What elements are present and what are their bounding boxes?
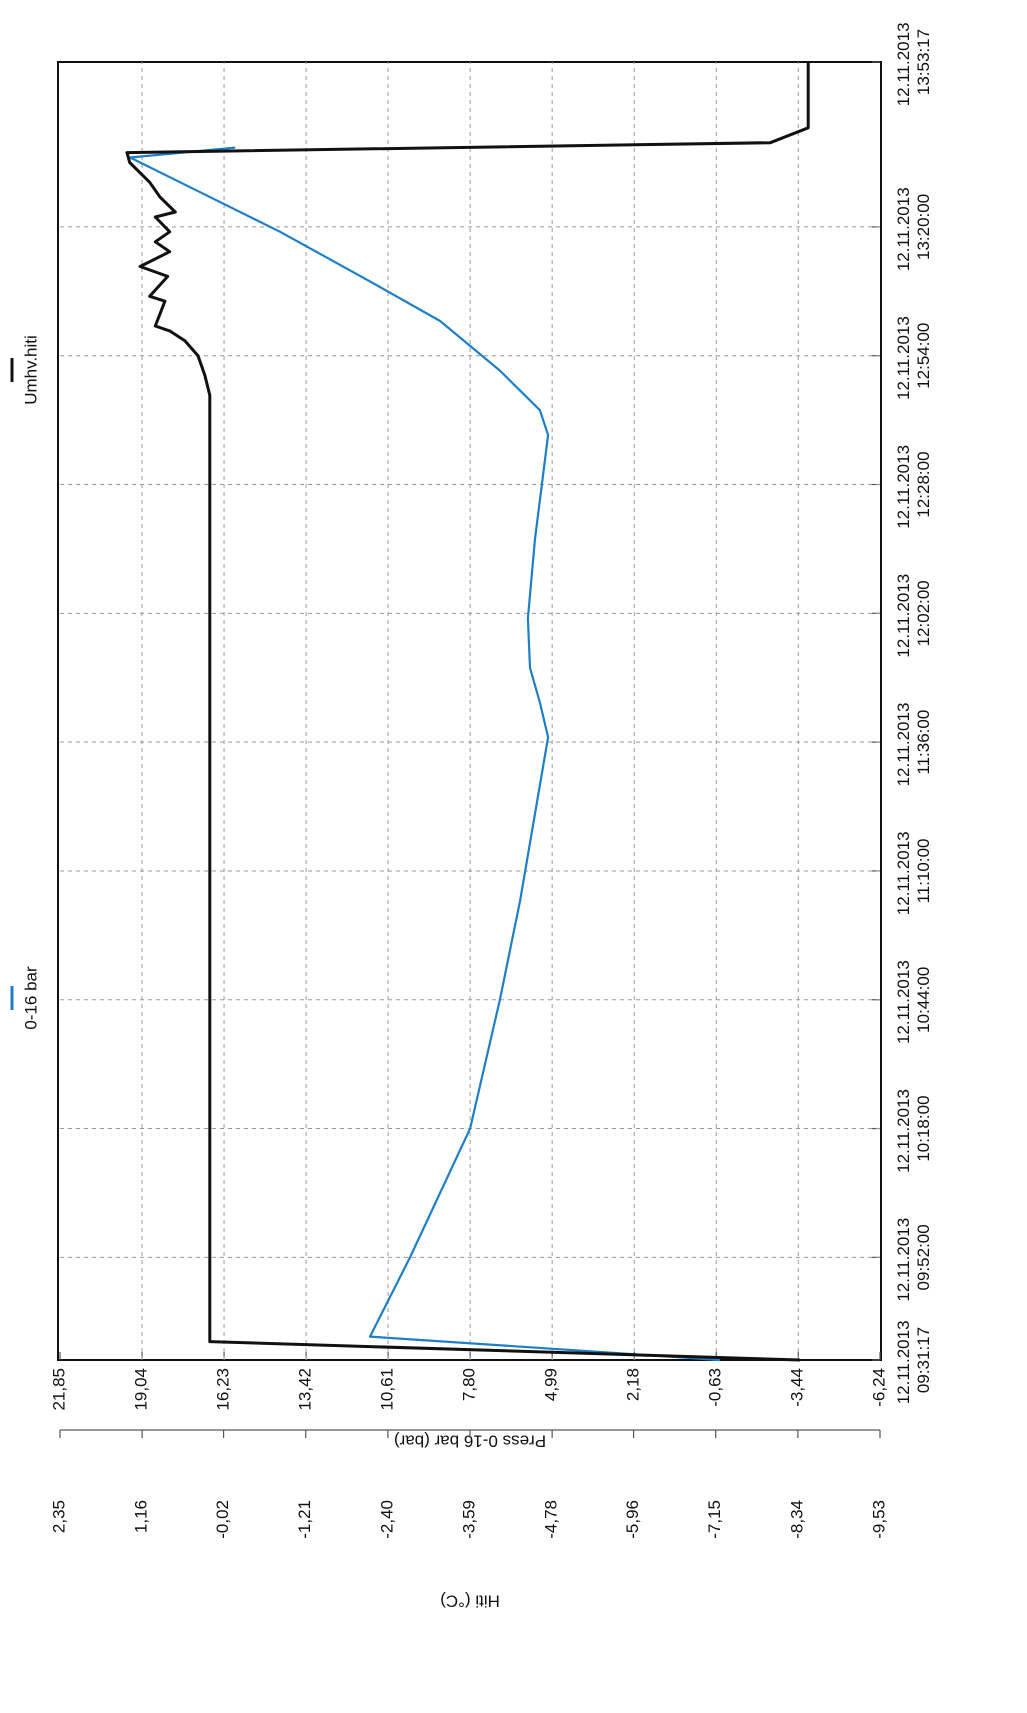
legend-label: Umhv.hiti bbox=[21, 335, 40, 405]
x-tick-label-line: 12.11.2013 bbox=[894, 955, 913, 1044]
x-tick-label: 12.11.2013 10:44:00 bbox=[894, 955, 933, 1044]
rotated-chart: Press 0-16 bar (bar) Hiti (°C) 21,85 19,0… bbox=[10, 18, 933, 1611]
x-tick-label: 12.11.2013 13:53:17 bbox=[894, 18, 933, 107]
series-line bbox=[129, 146, 721, 1362]
y-axis-title: Press 0-16 bar (bar) bbox=[394, 1432, 546, 1451]
x-tick-label-line: 10:18:00 bbox=[914, 1095, 933, 1161]
y-tick-label: 2,18 bbox=[624, 1368, 643, 1401]
y2-tick-label: -1,21 bbox=[295, 1500, 314, 1539]
y2-tick-label: -2,40 bbox=[377, 1500, 396, 1539]
x-tick-label-line: 11:10:00 bbox=[914, 838, 933, 903]
x-tick-label-line: 11:36:00 bbox=[914, 710, 933, 775]
y2-tick-label: -0,02 bbox=[213, 1500, 232, 1539]
x-tick-label-line: 12.11.2013 bbox=[894, 1084, 913, 1173]
x-tick-label: 12.11.2013 12:02:00 bbox=[894, 569, 933, 658]
x-tick-label-line: 12.11.2013 bbox=[894, 18, 913, 107]
y2-tick-label: -8,34 bbox=[787, 1500, 806, 1539]
x-tick-label-line: 09:52:00 bbox=[914, 1224, 933, 1290]
y2-tick-label: 1,16 bbox=[132, 1500, 151, 1533]
y-tick-label: -3,44 bbox=[788, 1368, 807, 1407]
y-tick-label: 4,99 bbox=[542, 1368, 561, 1401]
x-tick-label-line: 12.11.2013 bbox=[894, 311, 913, 400]
y-tick-label: -0,63 bbox=[706, 1368, 725, 1407]
x-tick-label: 12.11.2013 09:52:00 bbox=[894, 1213, 933, 1302]
y-tick-label: 19,04 bbox=[132, 1368, 151, 1411]
series-line bbox=[125, 62, 810, 1362]
x-tick-label-line: 12:28:00 bbox=[914, 451, 933, 517]
y2-tick-label: -5,96 bbox=[623, 1500, 642, 1539]
y-tick-label: 16,23 bbox=[214, 1368, 233, 1411]
x-tick-label-line: 12:54:00 bbox=[914, 323, 933, 389]
x-tick-label-line: 13:20:00 bbox=[914, 194, 933, 260]
x-tick-label-line: 12.11.2013 bbox=[894, 440, 913, 529]
x-tick-label: 12.11.2013 11:10:00 bbox=[894, 827, 933, 916]
y2-axis-title: Hiti (°C) bbox=[440, 1592, 500, 1611]
x-tick-label: 12.11.2013 11:36:00 bbox=[894, 698, 933, 787]
y2-tick-label: -4,78 bbox=[542, 1500, 561, 1539]
plot-frame bbox=[57, 61, 882, 1361]
y-tick-label: 7,80 bbox=[460, 1368, 479, 1401]
x-tick-label-line: 12.11.2013 bbox=[894, 1316, 913, 1405]
y2-tick-label: -7,15 bbox=[705, 1500, 724, 1539]
x-tick-label: 12.11.2013 12:54:00 bbox=[894, 311, 933, 400]
y-tick-label: -6,24 bbox=[869, 1368, 888, 1407]
y2-tick-label: -9,53 bbox=[869, 1500, 888, 1539]
x-tick-label-line: 12.11.2013 bbox=[894, 698, 913, 787]
x-tick-label-line: 12.11.2013 bbox=[894, 827, 913, 916]
x-tick-label-line: 13:53:17 bbox=[914, 29, 933, 95]
legend-label: 0-16 bar bbox=[21, 966, 40, 1030]
x-tick-label: 12.11.2013 13:20:00 bbox=[894, 183, 933, 272]
x-tick-label: 12.11.2013 12:28:00 bbox=[894, 440, 933, 529]
y-tick-label: 10,61 bbox=[378, 1368, 397, 1411]
y2-tick-label: 2,35 bbox=[49, 1500, 68, 1533]
y-tick-label: 21,85 bbox=[49, 1368, 68, 1411]
x-tick-label-line: 12.11.2013 bbox=[894, 1213, 913, 1302]
y-tick-label: 13,42 bbox=[296, 1368, 315, 1411]
y2-tick-label: -3,59 bbox=[459, 1500, 478, 1539]
x-tick-label-line: 12.11.2013 bbox=[894, 183, 913, 272]
x-tick-label-line: 10:44:00 bbox=[914, 967, 933, 1033]
x-tick-label-line: 12.11.2013 bbox=[894, 569, 913, 658]
x-tick-label-line: 09:31:17 bbox=[914, 1327, 933, 1393]
x-tick-label-line: 12:02:00 bbox=[914, 580, 933, 646]
x-tick-label: 12.11.2013 09:31:17 bbox=[894, 1316, 933, 1405]
x-tick-label: 12.11.2013 10:18:00 bbox=[894, 1084, 933, 1173]
